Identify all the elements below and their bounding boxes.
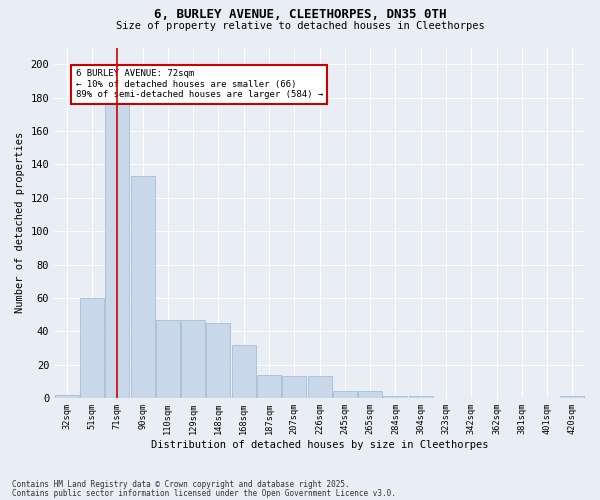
Bar — [106, 78, 130, 398]
X-axis label: Distribution of detached houses by size in Cleethorpes: Distribution of detached houses by size … — [151, 440, 488, 450]
Bar — [560, 396, 584, 398]
Text: Size of property relative to detached houses in Cleethorpes: Size of property relative to detached ho… — [116, 21, 484, 31]
Y-axis label: Number of detached properties: Number of detached properties — [15, 132, 25, 314]
Bar — [206, 323, 230, 398]
Bar — [181, 320, 205, 398]
Bar — [409, 396, 433, 398]
Bar — [257, 374, 281, 398]
Bar — [383, 396, 407, 398]
Bar — [131, 176, 155, 398]
Text: 6, BURLEY AVENUE, CLEETHORPES, DN35 0TH: 6, BURLEY AVENUE, CLEETHORPES, DN35 0TH — [154, 8, 446, 20]
Text: Contains public sector information licensed under the Open Government Licence v3: Contains public sector information licen… — [12, 488, 396, 498]
Bar — [333, 392, 357, 398]
Bar — [55, 394, 79, 398]
Bar — [156, 320, 180, 398]
Bar — [80, 298, 104, 398]
Bar — [282, 376, 307, 398]
Text: Contains HM Land Registry data © Crown copyright and database right 2025.: Contains HM Land Registry data © Crown c… — [12, 480, 350, 489]
Bar — [232, 344, 256, 398]
Bar — [358, 392, 382, 398]
Bar — [308, 376, 332, 398]
Text: 6 BURLEY AVENUE: 72sqm
← 10% of detached houses are smaller (66)
89% of semi-det: 6 BURLEY AVENUE: 72sqm ← 10% of detached… — [76, 69, 323, 99]
